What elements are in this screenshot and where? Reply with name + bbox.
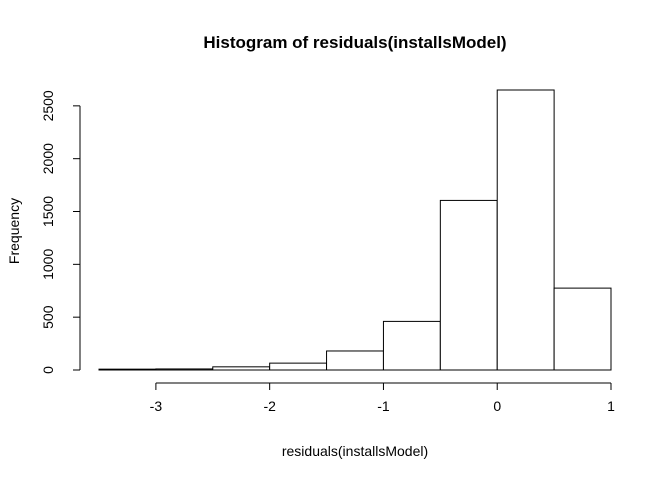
y-axis-label: Frequency <box>6 198 22 264</box>
x-tick-label: 1 <box>607 398 615 414</box>
x-axis: -3 -2 -1 0 1 <box>150 382 615 414</box>
histogram-bar <box>439 199 498 371</box>
x-axis-label: residuals(installsModel) <box>282 443 428 459</box>
histogram-bar <box>269 362 328 371</box>
bars-group <box>98 89 612 371</box>
histogram-bar <box>496 89 555 371</box>
x-tick-label: -1 <box>377 398 390 414</box>
x-tick-label: -2 <box>263 398 276 414</box>
histogram-bar <box>382 320 441 371</box>
histogram-bar <box>155 368 214 371</box>
y-tick-label: 500 <box>40 305 56 329</box>
y-tick-label: 1000 <box>40 249 56 280</box>
y-tick-label: 2000 <box>40 143 56 174</box>
histogram-bar <box>98 368 157 371</box>
y-tick-label: 0 <box>40 366 56 374</box>
histogram-bar <box>326 350 384 371</box>
y-tick-label: 2500 <box>40 90 56 121</box>
x-tick-label: -3 <box>150 398 163 414</box>
y-tick-label: 1500 <box>40 196 56 227</box>
y-axis: 0 500 1000 1500 2000 2500 <box>40 90 81 374</box>
histogram-bar <box>553 287 612 371</box>
x-tick-label: 0 <box>493 398 501 414</box>
chart-title: Histogram of residuals(installsModel) <box>203 33 506 52</box>
histogram-bar <box>212 366 271 371</box>
